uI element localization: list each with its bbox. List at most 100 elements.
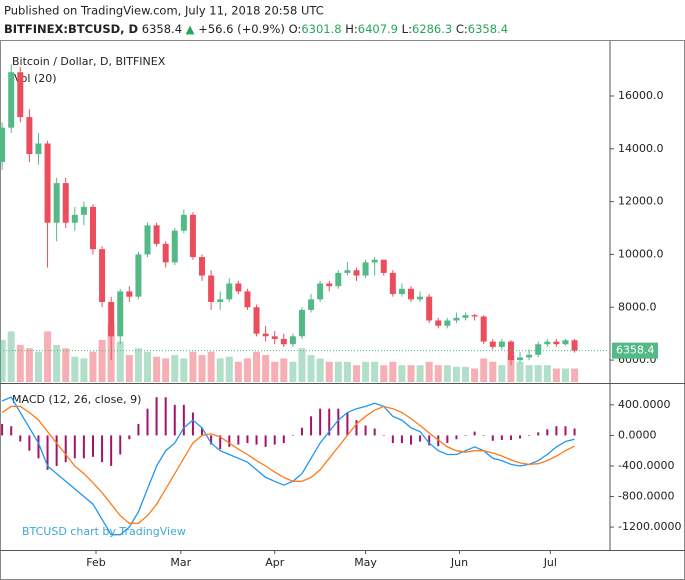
histogram-bar: [119, 435, 122, 455]
volume-bar: [352, 365, 360, 382]
volume-bar: [543, 365, 551, 382]
candle-body: [244, 291, 251, 308]
candle-body: [362, 262, 369, 276]
volume-bar: [25, 348, 33, 382]
volume-bar: [462, 366, 470, 382]
candle-body: [308, 299, 315, 310]
candle-body: [153, 225, 160, 244]
histogram-bar: [455, 435, 458, 440]
candle-body: [180, 214, 187, 231]
candle-body: [480, 316, 487, 342]
candle-body: [17, 72, 24, 118]
volume-bar: [289, 361, 297, 382]
volume-bar: [207, 351, 215, 382]
volume-bar: [16, 344, 24, 382]
histogram-bar: [419, 435, 422, 442]
volume-bar: [189, 351, 197, 382]
volume-bar: [552, 368, 560, 382]
x-tick-label: Jun: [450, 556, 468, 569]
volume-bar: [561, 368, 569, 382]
candle-body: [526, 354, 533, 358]
volume-bar: [525, 365, 533, 382]
volume-bar: [343, 361, 351, 382]
x-tick-label: May: [354, 556, 377, 569]
candle-body: [208, 275, 215, 302]
histogram-bar: [82, 435, 85, 459]
y-tick-label: -400.0000: [618, 459, 674, 472]
histogram-bar: [500, 435, 503, 440]
histogram-bar: [1, 423, 4, 436]
y-tick-label: -800.0000: [618, 490, 674, 503]
histogram-bar: [573, 428, 576, 436]
candle-body: [435, 320, 442, 326]
candle-body: [298, 309, 305, 337]
candle-body: [571, 340, 578, 351]
volume-bar: [498, 365, 506, 382]
candle-body: [235, 283, 242, 292]
volume-bar: [516, 361, 524, 382]
candle-body: [89, 206, 96, 250]
histogram-bar: [382, 435, 385, 436]
macd-line: [1, 405, 575, 524]
ohlc-label: O:: [289, 22, 302, 36]
ohlc-label: H:: [345, 22, 358, 36]
y-tick-label: 0.0000: [618, 428, 657, 441]
volume-bar: [53, 344, 61, 382]
volume-bar: [325, 361, 333, 382]
candle-body: [426, 296, 433, 321]
volume-bar: [398, 365, 406, 382]
volume-bar: [89, 351, 97, 382]
candle-body: [562, 340, 569, 345]
candle-body: [44, 143, 51, 223]
histogram-bar: [264, 435, 267, 447]
candle-body: [108, 301, 115, 337]
volume-bar: [0, 339, 6, 382]
volume-bar: [280, 358, 288, 382]
histogram-bar: [246, 435, 249, 444]
candle-body: [471, 315, 478, 317]
candle-body: [0, 127, 6, 162]
volume-bar: [225, 356, 233, 382]
histogram-bar: [91, 435, 94, 457]
volume-bar: [316, 358, 324, 382]
volume-bar: [443, 365, 451, 382]
volume-bar: [243, 358, 251, 382]
frame: [0, 40, 685, 580]
histogram-bar: [10, 426, 13, 436]
volume-bar: [162, 358, 170, 382]
volume-bar: [434, 365, 442, 382]
candle-body: [99, 249, 106, 302]
histogram-bar: [273, 435, 276, 445]
ohlc-value: 6407.9: [358, 22, 398, 36]
candle-body: [371, 259, 378, 263]
histogram-bar: [319, 408, 322, 436]
volume-bar: [298, 348, 306, 382]
candle-body: [408, 288, 415, 300]
y-tick-label: 400.0000: [618, 398, 671, 411]
histogram-bar: [173, 404, 176, 436]
candle-body: [117, 291, 124, 337]
volume-bar: [480, 358, 488, 382]
ohlc-label: C:: [456, 22, 468, 36]
histogram-bar: [128, 435, 131, 440]
volume-bar: [44, 331, 52, 382]
histogram-bar: [528, 435, 531, 436]
candle-body: [489, 341, 496, 347]
histogram-bar: [37, 435, 40, 459]
histogram-bar: [291, 435, 294, 436]
histogram-bar: [101, 435, 104, 463]
ohlc-value: 6286.3: [412, 22, 452, 36]
volume-bar: [116, 341, 124, 382]
volume-bar: [125, 355, 133, 382]
candle-body: [144, 225, 151, 255]
histogram-bar: [519, 435, 522, 439]
histogram-bar: [146, 408, 149, 436]
volume-bar: [7, 331, 15, 382]
candle-body: [171, 230, 178, 263]
candle-body: [553, 341, 560, 345]
candle-body: [26, 117, 33, 155]
histogram-bar: [64, 435, 67, 463]
candle-body: [217, 299, 224, 302]
volume-bar: [62, 348, 70, 382]
